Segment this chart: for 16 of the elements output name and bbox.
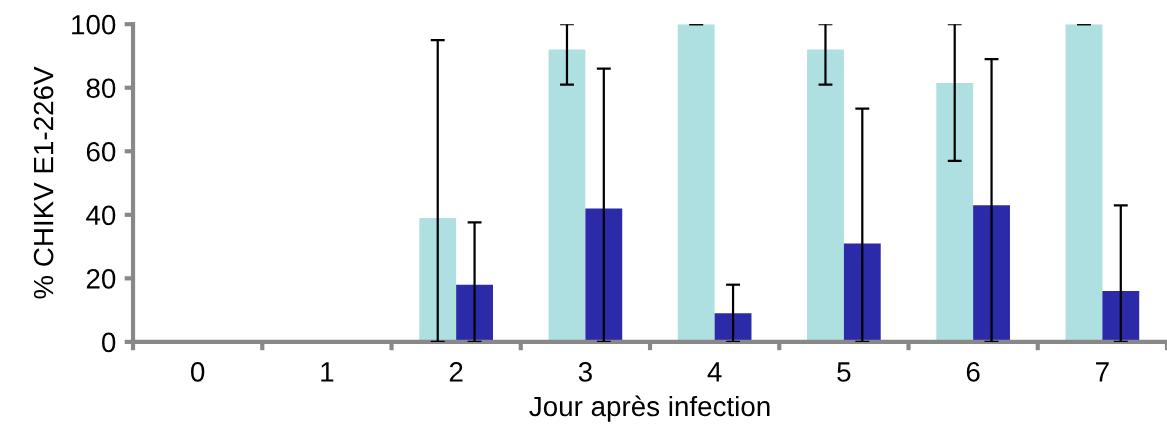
y-tick-label: 0 (102, 332, 116, 353)
y-axis-title: % CHIKV E1-226V (33, 66, 54, 299)
y-tick-label: 80 (86, 78, 116, 99)
x-axis-title: Jour après infection (529, 395, 770, 422)
x-tick-label: 1 (321, 362, 334, 382)
x-tick-label: 0 (191, 362, 205, 382)
y-tick-label: 20 (86, 269, 116, 289)
x-tick-label: 5 (837, 362, 851, 382)
y-tick-label: 100 (72, 14, 116, 35)
x-tick-label: 4 (707, 362, 722, 382)
y-tick-label: 60 (86, 141, 116, 162)
y-tick-label: 40 (86, 205, 116, 226)
x-tick-label: 7 (1096, 362, 1109, 382)
x-tick-label: 6 (966, 362, 980, 382)
x-tick-label: 2 (449, 362, 463, 382)
x-tick-label: 3 (578, 362, 592, 382)
